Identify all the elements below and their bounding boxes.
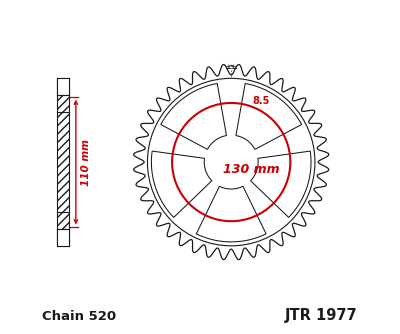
Circle shape bbox=[199, 198, 206, 205]
Polygon shape bbox=[236, 84, 302, 149]
Bar bbox=[57, 229, 69, 246]
Circle shape bbox=[213, 144, 249, 180]
Circle shape bbox=[224, 155, 238, 169]
Circle shape bbox=[228, 110, 234, 117]
Circle shape bbox=[148, 78, 315, 246]
Circle shape bbox=[256, 198, 263, 205]
Polygon shape bbox=[151, 151, 212, 217]
Text: 130 mm: 130 mm bbox=[223, 163, 279, 176]
Circle shape bbox=[274, 144, 281, 150]
Polygon shape bbox=[196, 186, 266, 242]
Text: JTR 1977: JTR 1977 bbox=[285, 308, 358, 323]
Text: 8.5: 8.5 bbox=[253, 96, 270, 106]
Text: 110 mm: 110 mm bbox=[81, 139, 91, 185]
Bar bbox=[57, 78, 69, 95]
Polygon shape bbox=[161, 84, 226, 149]
Circle shape bbox=[182, 144, 188, 150]
Text: Chain 520: Chain 520 bbox=[42, 310, 116, 323]
Bar bbox=[57, 78, 69, 246]
Polygon shape bbox=[251, 151, 311, 217]
